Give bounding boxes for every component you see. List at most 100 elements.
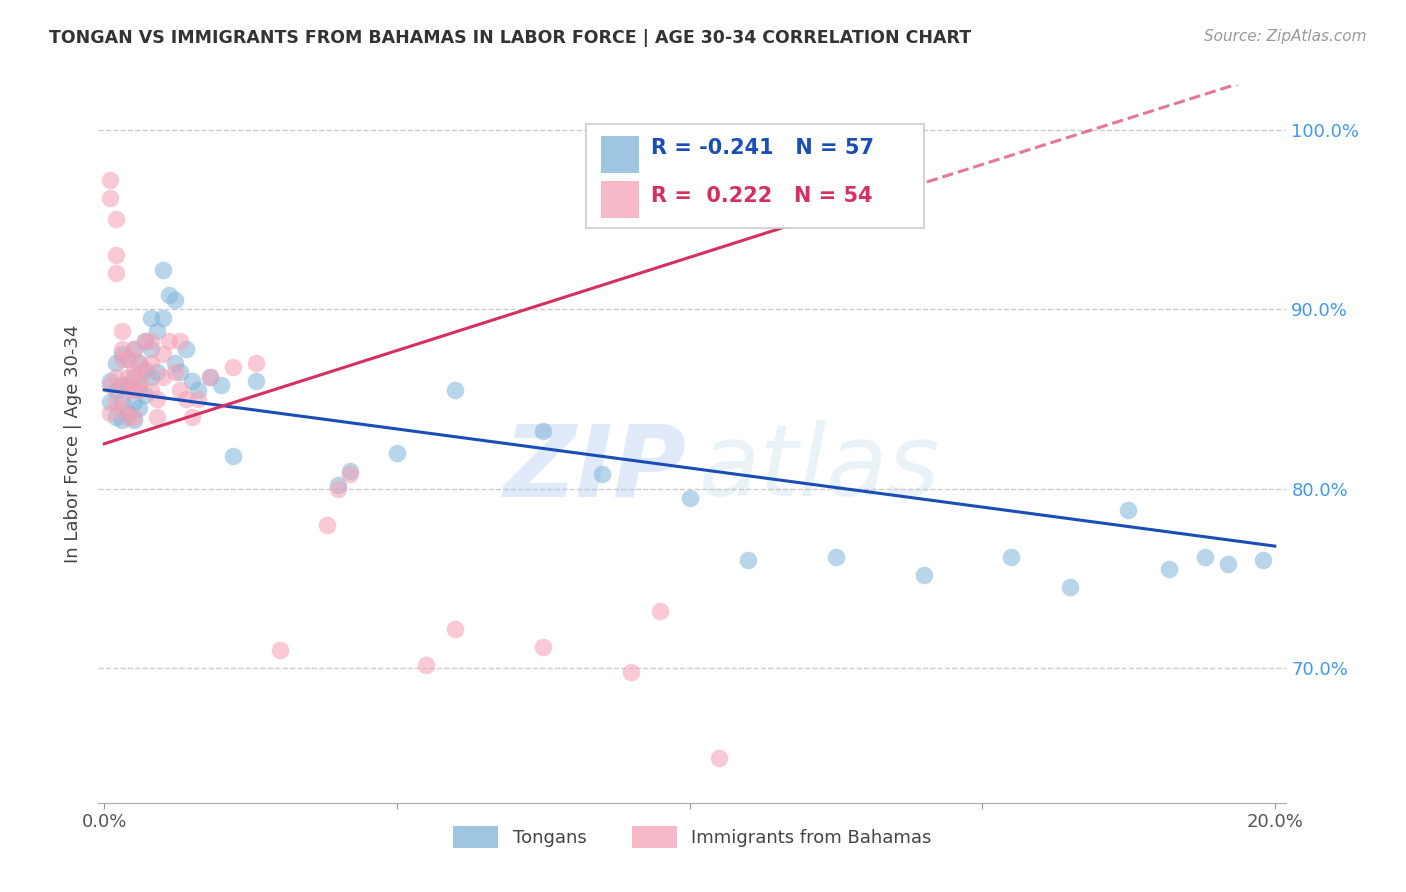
Point [245,356,267,370]
Point [98,395,121,409]
Point [139,334,162,349]
Point [269,643,291,657]
Point [134,365,156,379]
Point [650,604,672,618]
Point [134,363,156,377]
FancyBboxPatch shape [600,136,638,173]
Point [591,467,613,482]
Point [139,370,162,384]
Point [111,324,134,338]
Point [104,266,127,280]
Point [139,342,162,356]
Point [122,365,145,379]
Point [163,293,186,307]
Point [385,446,408,460]
Point [111,352,134,367]
Point [1118,503,1140,517]
Point [339,464,361,478]
Point [139,311,162,326]
Point [111,342,134,356]
Point [1251,553,1274,567]
Point [134,334,156,349]
Point [824,549,846,564]
Point [122,413,145,427]
Point [1194,549,1216,564]
Point [146,392,169,406]
Point [152,262,174,277]
Point [104,383,127,397]
Point [117,370,139,384]
FancyBboxPatch shape [600,181,638,219]
Point [104,395,127,409]
Point [169,365,191,379]
Point [117,409,139,424]
Point [339,467,361,482]
Point [146,324,169,338]
Point [222,450,245,464]
Point [707,751,730,765]
Point [328,482,350,496]
Point [139,356,162,370]
Point [117,383,139,397]
Point [152,347,174,361]
Point [122,395,145,409]
Text: R = -0.241   N = 57: R = -0.241 N = 57 [651,138,875,158]
Point [912,567,935,582]
Point [444,622,467,636]
Point [328,478,350,492]
Point [104,409,127,424]
Text: atlas: atlas [699,420,941,517]
Point [737,553,759,567]
Point [678,491,700,505]
Point [146,409,169,424]
Point [181,409,204,424]
Text: Source: ZipAtlas.com: Source: ZipAtlas.com [1204,29,1367,44]
Point [146,365,169,379]
Text: ZIP: ZIP [503,420,686,517]
Point [531,640,554,654]
Point [174,392,197,406]
Point [128,401,150,415]
Point [222,359,245,374]
Point [152,311,174,326]
Point [152,370,174,384]
Point [531,424,554,438]
Point [444,383,467,397]
Point [134,388,156,402]
Point [128,356,150,370]
Point [134,334,156,349]
Point [111,395,134,409]
Legend: Tongans, Immigrants from Bahamas: Tongans, Immigrants from Bahamas [446,818,939,855]
Point [1216,557,1239,571]
Point [104,370,127,384]
Point [169,383,191,397]
Point [245,374,267,388]
Point [111,377,134,392]
Point [157,287,180,301]
Point [98,406,121,420]
Point [128,377,150,392]
Point [315,517,337,532]
Point [198,370,221,384]
Point [1159,562,1181,576]
Point [157,334,180,349]
Point [1000,549,1022,564]
Point [122,342,145,356]
Point [209,377,232,392]
Point [415,657,437,672]
Point [111,347,134,361]
Point [163,365,186,379]
Point [128,383,150,397]
FancyBboxPatch shape [585,124,924,228]
Point [1059,580,1081,594]
Point [117,377,139,392]
Point [181,374,204,388]
Point [128,374,150,388]
Point [187,392,209,406]
Point [122,370,145,384]
Point [104,212,127,227]
Point [122,342,145,356]
Point [111,377,134,392]
Point [117,352,139,367]
Point [198,370,221,384]
